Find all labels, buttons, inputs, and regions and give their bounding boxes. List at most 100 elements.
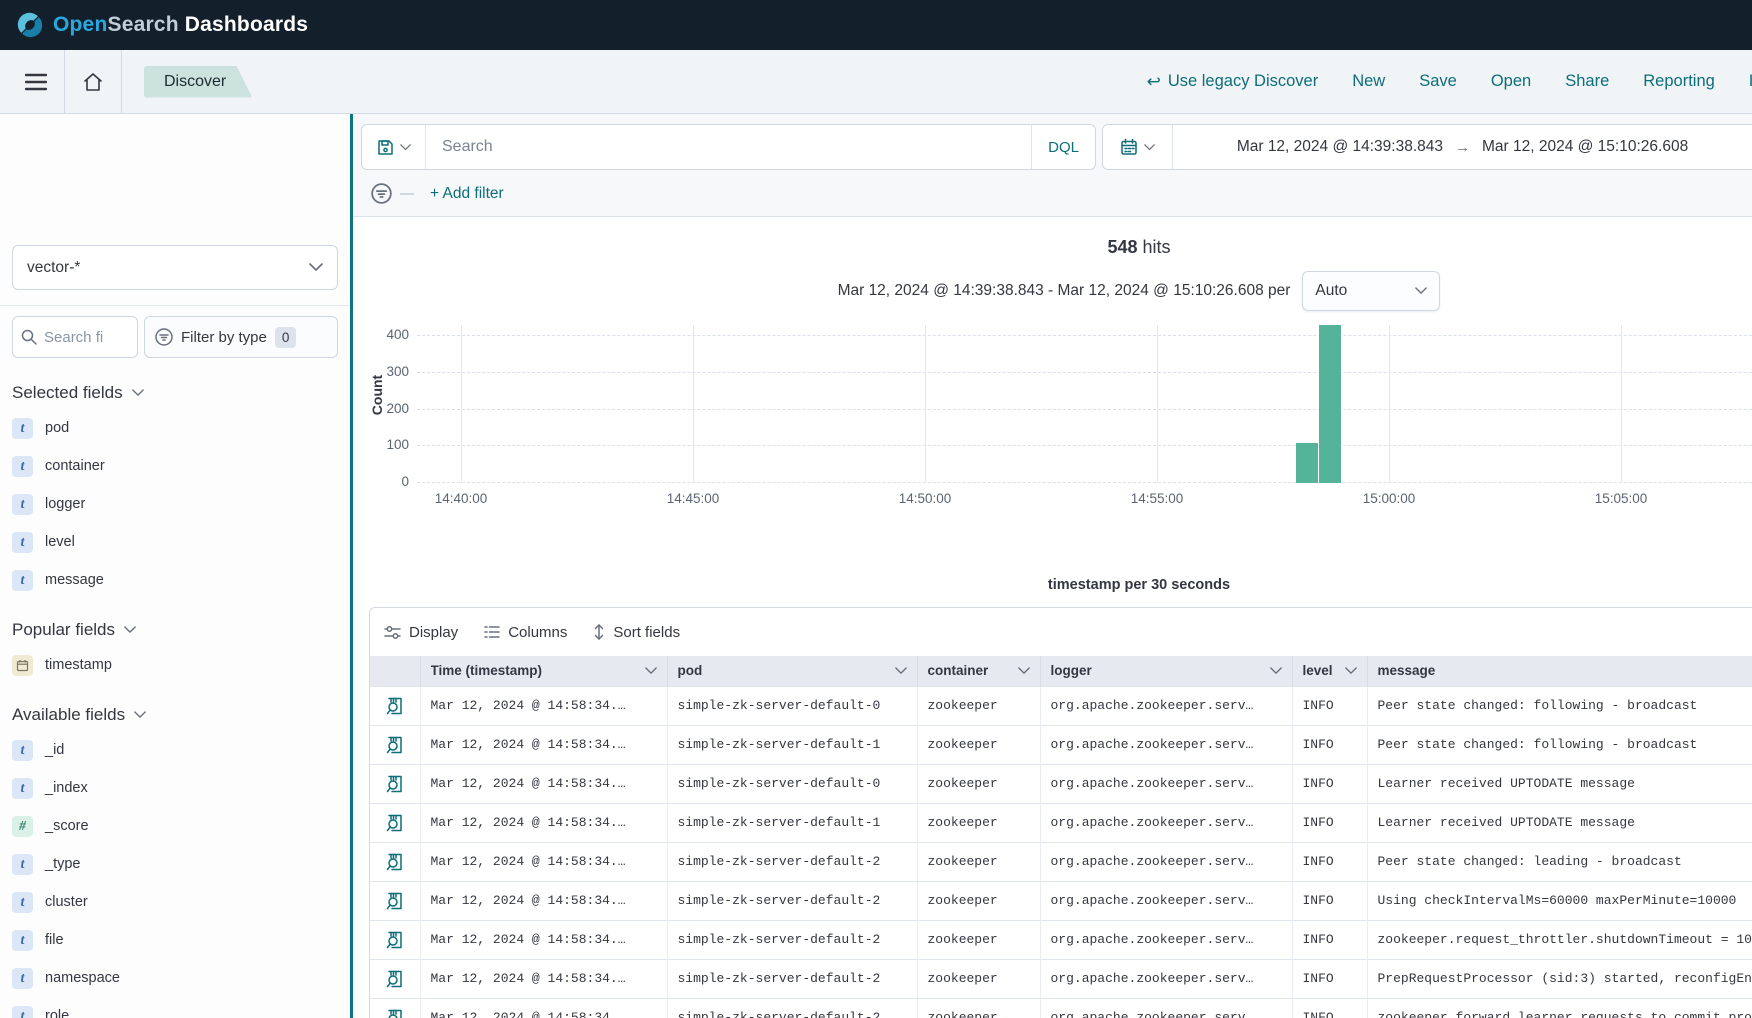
expand-document-button[interactable]	[385, 813, 405, 833]
cell-message[interactable]: Learner received UPTODATE message	[1367, 803, 1752, 842]
column-header[interactable]: level	[1292, 656, 1367, 686]
field-item[interactable]: t file	[0, 921, 350, 959]
field-item[interactable]: t role	[0, 997, 350, 1018]
cell-level[interactable]: INFO	[1292, 959, 1367, 998]
field-item[interactable]: t level	[0, 523, 350, 561]
histogram-bar[interactable]	[1319, 325, 1341, 483]
date-range-end[interactable]: Mar 12, 2024 @ 15:10:26.608	[1482, 138, 1688, 156]
cell-message[interactable]: Peer state changed: leading - broadcast	[1367, 842, 1752, 881]
nav-menu-item[interactable]: New	[1352, 72, 1385, 91]
cell-pod[interactable]: simple-zk-server-default-0	[667, 764, 917, 803]
cell-container[interactable]: zookeeper	[917, 842, 1040, 881]
cell-container[interactable]: zookeeper	[917, 686, 1040, 725]
filter-by-type-button[interactable]: Filter by type 0	[144, 316, 338, 358]
selected-fields-header[interactable]: Selected fields	[12, 383, 338, 403]
cell-time[interactable]: Mar 12, 2024 @ 14:58:34.…	[420, 725, 667, 764]
field-item[interactable]: t pod	[0, 409, 350, 447]
cell-pod[interactable]: simple-zk-server-default-2	[667, 959, 917, 998]
cell-time[interactable]: Mar 12, 2024 @ 14:58:34.…	[420, 803, 667, 842]
cell-level[interactable]: INFO	[1292, 725, 1367, 764]
cell-pod[interactable]: simple-zk-server-default-0	[667, 686, 917, 725]
field-item[interactable]: t cluster	[0, 883, 350, 921]
expand-document-button[interactable]	[385, 774, 405, 794]
field-search-input[interactable]	[44, 329, 114, 346]
histogram-bar[interactable]	[1296, 443, 1318, 483]
column-header[interactable]: pod	[667, 656, 917, 686]
cell-time[interactable]: Mar 12, 2024 @ 14:58:34.…	[420, 881, 667, 920]
popular-fields-header[interactable]: Popular fields	[12, 620, 338, 640]
expand-document-button[interactable]	[385, 891, 405, 911]
cell-container[interactable]: zookeeper	[917, 959, 1040, 998]
nav-menu-item[interactable]: ↩ Use legacy Discover	[1147, 72, 1319, 91]
cell-pod[interactable]: simple-zk-server-default-2	[667, 842, 917, 881]
cell-message[interactable]: Peer state changed: following - broadcas…	[1367, 686, 1752, 725]
cell-time[interactable]: Mar 12, 2024 @ 14:58:34.…	[420, 842, 667, 881]
cell-message[interactable]: Learner received UPTODATE message	[1367, 764, 1752, 803]
cell-pod[interactable]: simple-zk-server-default-1	[667, 803, 917, 842]
cell-logger[interactable]: org.apache.zookeeper.serv…	[1040, 881, 1292, 920]
cell-container[interactable]: zookeeper	[917, 998, 1040, 1018]
field-item[interactable]: t _id	[0, 731, 350, 769]
column-header[interactable]: container	[917, 656, 1040, 686]
cell-message[interactable]: zookeeper.forward_learner_requests_to_co…	[1367, 998, 1752, 1018]
search-input[interactable]	[442, 138, 1015, 156]
cell-container[interactable]: zookeeper	[917, 764, 1040, 803]
cell-pod[interactable]: simple-zk-server-default-2	[667, 998, 917, 1018]
nav-menu-item[interactable]: Save	[1419, 72, 1457, 91]
cell-time[interactable]: Mar 12, 2024 @ 14:58:34.…	[420, 764, 667, 803]
cell-time[interactable]: Mar 12, 2024 @ 14:58:34.…	[420, 998, 667, 1018]
breadcrumb-discover[interactable]: Discover	[144, 66, 252, 98]
expand-document-button[interactable]	[385, 852, 405, 872]
saved-query-button[interactable]	[362, 125, 426, 169]
nav-menu-item[interactable]: Share	[1565, 72, 1609, 91]
expand-document-button[interactable]	[385, 696, 405, 716]
index-pattern-select[interactable]: vector-*	[12, 245, 338, 290]
cell-logger[interactable]: org.apache.zookeeper.serv…	[1040, 686, 1292, 725]
expand-document-button[interactable]	[385, 930, 405, 950]
expand-document-button[interactable]	[385, 1008, 405, 1018]
cell-container[interactable]: zookeeper	[917, 881, 1040, 920]
expand-document-button[interactable]	[385, 735, 405, 755]
field-item[interactable]: t _index	[0, 769, 350, 807]
cell-level[interactable]: INFO	[1292, 686, 1367, 725]
cell-level[interactable]: INFO	[1292, 803, 1367, 842]
date-range-start[interactable]: Mar 12, 2024 @ 14:39:38.843	[1237, 138, 1443, 156]
expand-document-button[interactable]	[385, 969, 405, 989]
cell-level[interactable]: INFO	[1292, 764, 1367, 803]
field-item[interactable]: t message	[0, 561, 350, 599]
cell-level[interactable]: INFO	[1292, 920, 1367, 959]
nav-menu-item[interactable]: Open	[1491, 72, 1531, 91]
field-item[interactable]: # _score	[0, 807, 350, 845]
cell-logger[interactable]: org.apache.zookeeper.serv…	[1040, 920, 1292, 959]
column-header[interactable]: logger	[1040, 656, 1292, 686]
columns-button[interactable]: Columns	[484, 624, 567, 641]
cell-time[interactable]: Mar 12, 2024 @ 14:58:34.…	[420, 920, 667, 959]
cell-pod[interactable]: simple-zk-server-default-2	[667, 920, 917, 959]
field-item[interactable]: t container	[0, 447, 350, 485]
field-item[interactable]: t _type	[0, 845, 350, 883]
cell-message[interactable]: PrepRequestProcessor (sid:3) started, re…	[1367, 959, 1752, 998]
histogram-chart[interactable]: Count 0100200300400 14:40:0014:45:0014:5…	[369, 325, 1752, 537]
column-header[interactable]: Time (timestamp)	[420, 656, 667, 686]
cell-level[interactable]: INFO	[1292, 998, 1367, 1018]
cell-time[interactable]: Mar 12, 2024 @ 14:58:34.…	[420, 959, 667, 998]
column-header[interactable]: message	[1367, 656, 1752, 686]
cell-logger[interactable]: org.apache.zookeeper.serv…	[1040, 764, 1292, 803]
cell-pod[interactable]: simple-zk-server-default-1	[667, 725, 917, 764]
cell-time[interactable]: Mar 12, 2024 @ 14:58:34.…	[420, 686, 667, 725]
query-language-button[interactable]: DQL	[1031, 125, 1095, 169]
home-button[interactable]	[73, 62, 113, 102]
cell-level[interactable]: INFO	[1292, 881, 1367, 920]
cell-level[interactable]: INFO	[1292, 842, 1367, 881]
cell-message[interactable]: Using checkIntervalMs=60000 maxPerMinute…	[1367, 881, 1752, 920]
cell-logger[interactable]: org.apache.zookeeper.serv…	[1040, 803, 1292, 842]
cell-message[interactable]: Peer state changed: following - broadcas…	[1367, 725, 1752, 764]
field-item[interactable]: t namespace	[0, 959, 350, 997]
cell-logger[interactable]: org.apache.zookeeper.serv…	[1040, 959, 1292, 998]
cell-logger[interactable]: org.apache.zookeeper.serv…	[1040, 842, 1292, 881]
display-button[interactable]: Display	[384, 624, 458, 641]
cell-container[interactable]: zookeeper	[917, 803, 1040, 842]
cell-logger[interactable]: org.apache.zookeeper.serv…	[1040, 725, 1292, 764]
add-filter-button[interactable]: + Add filter	[430, 185, 504, 203]
nav-menu-item[interactable]: Reporting	[1643, 72, 1715, 91]
